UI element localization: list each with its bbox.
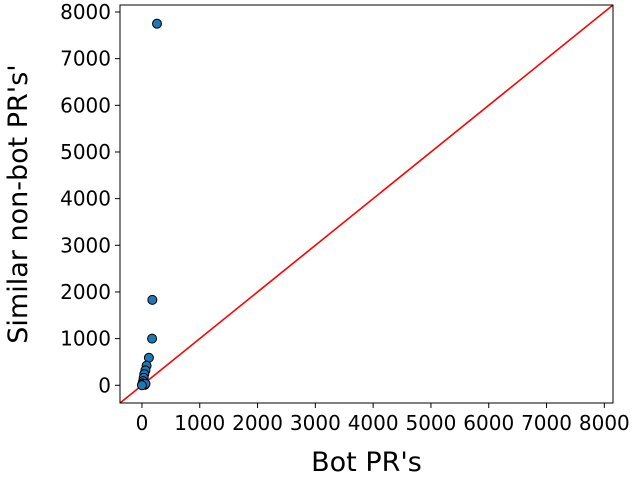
y-axis-label: Similar non-bot PR's' [3,64,34,343]
y-tick-label: 1000 [60,327,111,351]
y-tick-label: 2000 [60,280,111,304]
x-tick-label: 0 [136,411,149,435]
data-point [151,18,162,29]
plot-frame [119,4,614,404]
y-tick-label: 3000 [60,233,111,257]
x-tick-label: 5000 [405,411,456,435]
y-tick-label: 7000 [60,47,111,71]
x-tick-label: 8000 [579,411,630,435]
reference-line-layer [120,5,613,403]
x-axis: 0 1000 2000 3000 4000 5000 6000 7000 8000 [136,403,630,435]
y-tick-label: 0 [98,373,111,397]
y-tick-label: 4000 [60,187,111,211]
data-point [147,333,158,344]
y-tick-label: 8000 [60,0,111,24]
data-point [136,380,147,391]
x-tick-label: 4000 [348,411,399,435]
points-layer [136,18,162,391]
y-axis: 0 1000 2000 3000 4000 5000 6000 7000 8000 [60,0,120,397]
x-axis-label: Bot PR's [311,447,422,478]
x-tick-label: 2000 [232,411,283,435]
y-tick-label: 6000 [60,93,111,117]
reference-line [120,5,613,403]
y-tick-label: 5000 [60,140,111,164]
x-tick-label: 1000 [174,411,225,435]
data-point [147,294,158,305]
x-tick-label: 6000 [463,411,514,435]
x-tick-label: 7000 [521,411,572,435]
x-tick-label: 3000 [290,411,341,435]
